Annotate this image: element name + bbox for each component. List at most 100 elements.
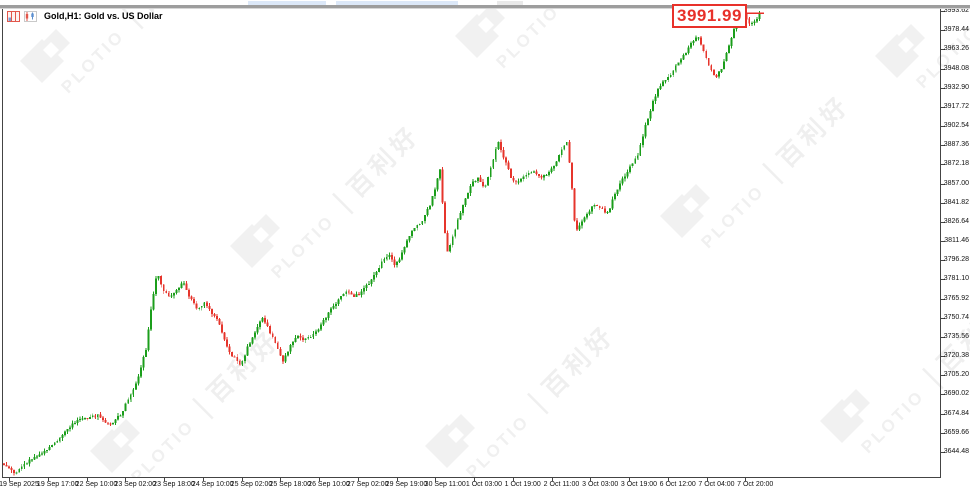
candle-body [286,351,289,356]
candle-body [710,65,713,71]
diamond-logo-watermark [90,419,140,473]
candle-body [494,149,497,160]
candle-body [208,305,211,309]
candle-body [431,196,434,206]
candle-body [621,178,624,184]
candle-body [352,294,355,297]
candle-body [147,329,150,350]
price-axis-label: 3811.46 [944,237,969,244]
candle-body [13,469,16,473]
candle-body [555,161,558,167]
candle-body [38,454,41,457]
time-axis-label: 2 Oct 11:00 [543,481,580,488]
time-axis-label: 3 Oct 03:00 [582,481,619,488]
candle-body [543,175,545,178]
candle-body [477,177,479,181]
candle-body [725,53,728,62]
candle-body [23,464,26,467]
candle-body [492,159,495,168]
candle-body [581,221,583,226]
candle-body [497,142,500,150]
candle-body [697,37,700,39]
diamond-logo-watermark [230,214,280,268]
candle-body [456,219,459,230]
candle-body [631,163,634,167]
candle-body [218,319,221,325]
candle-body [129,394,132,400]
candle-body [383,259,386,262]
candle-body [213,313,216,316]
candle-body [499,142,502,150]
candlestick-chart-icon[interactable] [24,10,37,22]
candle-body [193,298,196,304]
candle-body [51,444,54,447]
candle-body [112,422,114,424]
candle-body [690,43,692,48]
candle-body [474,180,477,182]
diamond-logo-watermark [875,24,925,78]
candle-body [728,45,730,54]
candle-body [575,220,578,230]
price-axis-label: 3993.62 [943,7,969,14]
candle-body [654,96,657,102]
candle-body [586,214,588,218]
candle-body [707,58,710,66]
candle-body [464,198,467,205]
candle-body [370,279,373,284]
candle-body [466,193,469,199]
candle-body [25,463,28,465]
candle-body [753,21,756,24]
time-axis-label: 3 Oct 19:00 [620,481,658,488]
candle-body [454,229,457,237]
time-axis[interactable]: 19 Sep 2025 19 Sep 17:00 22 Sep 10:00 23 Se… [0,479,941,499]
candle-body [583,217,586,222]
candle-body [177,288,180,291]
candle-body [611,199,614,209]
candle-body [66,429,69,432]
candle-body [687,47,690,53]
candle-body [28,459,31,464]
candle-body [180,283,183,288]
candle-body [139,367,142,377]
candle-body [548,171,550,175]
candle-body [512,178,515,181]
candle-body [5,464,8,467]
candle-body [15,472,18,474]
candle-body [393,259,396,266]
candle-body [444,202,447,233]
candle-body [603,208,606,213]
candle-body [203,302,206,307]
candle-body [18,469,21,473]
candle-body [517,181,520,183]
candle-body [322,319,325,325]
candle-body [299,335,302,338]
candle-body [210,308,213,314]
price-axis-label: 3674.84 [943,410,969,417]
candle-body [122,411,125,416]
candle-body [644,124,647,137]
price-axis-label: 3750.74 [943,314,969,321]
price-axis-label: 3841.82 [943,199,969,206]
candle-body [408,235,411,241]
price-axis-label: 3781.10 [943,275,969,282]
candle-body [619,183,621,190]
candle-body [449,244,452,252]
candle-body [284,355,287,362]
time-axis-label: 26 Sep 10:00 [308,481,350,488]
candle-body [195,303,198,309]
chart-columns-icon[interactable] [7,10,20,22]
candle-body [8,466,11,468]
price-axis-label: 3796.28 [943,256,969,263]
candle-body [294,338,297,343]
candle-body [266,322,269,326]
candle-body [368,283,370,285]
candle-body [48,446,51,451]
last-price-label: 3991.99 [672,4,747,28]
candle-body [243,355,246,361]
candle-body [167,293,170,297]
price-axis[interactable]: 3993.62 3978.44 3963.26 3948.08 3932.90 3917.… [941,7,970,479]
candle-body [712,70,715,75]
